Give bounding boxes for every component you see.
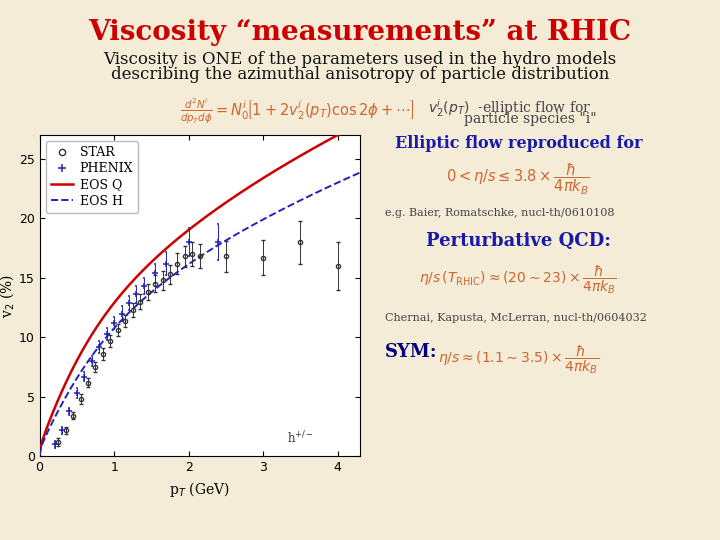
Text: Elliptic flow reproduced for: Elliptic flow reproduced for (395, 135, 642, 152)
Legend: STAR, PHENIX, EOS Q, EOS H: STAR, PHENIX, EOS Q, EOS H (46, 141, 138, 213)
Y-axis label: v$_2$ (%): v$_2$ (%) (0, 274, 16, 318)
EOS Q (35, 451, 44, 457)
EOS H (266, 212, 275, 219)
Line: EOS Q: EOS Q (40, 123, 360, 454)
Text: $\eta/s \approx (1.1 \sim 3.5) \times \dfrac{\hbar}{4\pi k_B}$: $\eta/s \approx (1.1 \sim 3.5) \times \d… (438, 343, 599, 376)
Text: $\eta/s\,(T_{\mathrm{RHIC}}) \approx (20 \sim 23) \times \dfrac{\hbar}{4\pi k_B}: $\eta/s\,(T_{\mathrm{RHIC}}) \approx (20… (420, 264, 617, 296)
EOS H (35, 451, 44, 458)
EOS Q (162, 245, 171, 252)
Line: EOS H: EOS H (40, 173, 360, 455)
EOS Q (356, 120, 364, 126)
Text: Viscosity is ONE of the parameters used in the hydro models: Viscosity is ONE of the parameters used … (104, 51, 616, 68)
EOS H (140, 295, 148, 302)
Text: $0 < \eta/s \leq 3.8 \times \dfrac{\hbar}{4\pi k_B}$: $0 < \eta/s \leq 3.8 \times \dfrac{\hbar… (446, 162, 590, 197)
Text: Chernai, Kapusta, McLerran, nucl-th/0604032: Chernai, Kapusta, McLerran, nucl-th/0604… (385, 313, 647, 323)
EOS Q (140, 266, 148, 273)
EOS Q (266, 170, 275, 177)
EOS H (74, 373, 83, 379)
EOS Q (237, 189, 246, 195)
EOS H (268, 211, 276, 218)
Text: describing the azimuthal anisotropy of particle distribution: describing the azimuthal anisotropy of p… (111, 66, 609, 83)
EOS H (356, 170, 364, 176)
X-axis label: p$_T$ (GeV): p$_T$ (GeV) (169, 480, 230, 499)
EOS Q (74, 355, 83, 361)
Text: e.g. Baier, Romatschke, nucl-th/0610108: e.g. Baier, Romatschke, nucl-th/0610108 (385, 208, 615, 218)
Text: particle species "i": particle species "i" (464, 112, 597, 126)
EOS H (162, 277, 171, 284)
Text: Perturbative QCD:: Perturbative QCD: (426, 232, 611, 250)
Text: SYM:: SYM: (385, 343, 438, 361)
Text: Viscosity “measurements” at RHIC: Viscosity “measurements” at RHIC (89, 19, 631, 46)
EOS H (237, 228, 246, 235)
Text: $v_2^i(p_T)$  -elliptic flow for: $v_2^i(p_T)$ -elliptic flow for (428, 97, 592, 119)
Text: $\frac{d^2 N^i}{dp_T d\phi} = N_0^i\!\left[1 + 2v_2^i(p_T)\cos 2\phi + \cdots\ri: $\frac{d^2 N^i}{dp_T d\phi} = N_0^i\!\le… (180, 97, 415, 126)
EOS Q (268, 169, 276, 176)
Text: h$^{+/-}$: h$^{+/-}$ (287, 430, 314, 447)
